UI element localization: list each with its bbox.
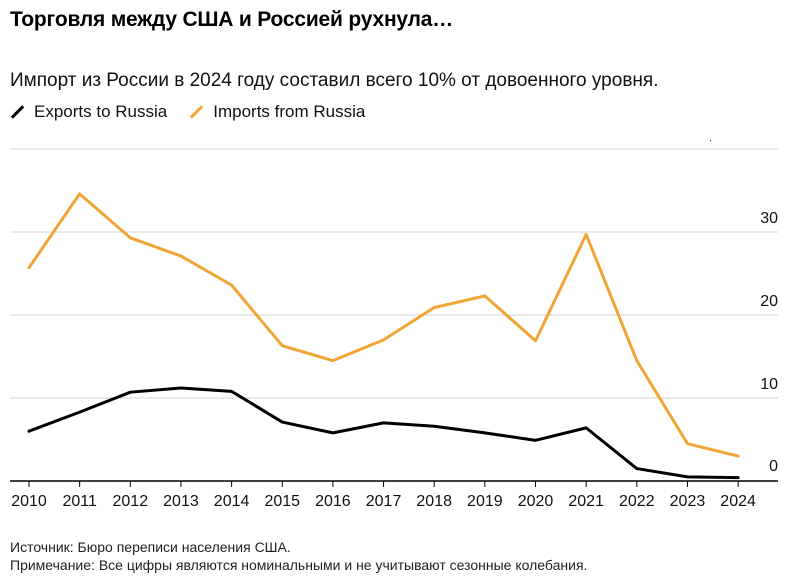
y-tick-label: 20 bbox=[760, 293, 778, 310]
x-tick-label: 2018 bbox=[416, 493, 452, 510]
x-tick-label: 2014 bbox=[214, 493, 250, 510]
x-tick-label: 2020 bbox=[518, 493, 554, 510]
exports-legend-swatch-icon bbox=[10, 105, 24, 119]
footnote: Примечание: Все цифры являются номинальн… bbox=[10, 557, 588, 573]
x-tick-label: 2017 bbox=[366, 493, 402, 510]
x-tick-label: 2010 bbox=[11, 493, 47, 510]
chart-title: Торговля между США и Россией рухнула… bbox=[10, 8, 454, 31]
x-tick-label: 2019 bbox=[467, 493, 503, 510]
chart-subtitle: Импорт из России в 2024 году составил вс… bbox=[10, 70, 659, 91]
source-note: Источник: Бюро переписи населения США. bbox=[10, 539, 291, 555]
y-tick-label: $40 billion bbox=[706, 140, 778, 144]
x-tick-label: 2011 bbox=[62, 493, 97, 510]
x-tick-label: 2016 bbox=[315, 493, 351, 510]
x-tick-label: 2022 bbox=[619, 493, 655, 510]
x-tick-label: 2012 bbox=[113, 493, 149, 510]
x-tick-label: 2024 bbox=[720, 493, 756, 510]
x-tick-label: 2023 bbox=[670, 493, 706, 510]
exports-series-line bbox=[27, 386, 740, 480]
legend-item-exports: Exports to Russia bbox=[10, 102, 167, 122]
legend-label-exports: Exports to Russia bbox=[34, 102, 168, 121]
line-chart: 0 10 20 30 $40 billion 2010 2011 2012 2013 2014 20… bbox=[10, 140, 778, 510]
legend: Exports to Russia Imports from Russia bbox=[10, 102, 387, 122]
imports-legend-swatch-icon bbox=[189, 105, 203, 119]
x-tick-label: 2021 bbox=[568, 493, 604, 510]
legend-label-imports: Imports from Russia bbox=[213, 102, 366, 121]
y-tick-label: 30 bbox=[760, 210, 778, 227]
x-tick-label: 2013 bbox=[163, 493, 199, 510]
imports-series-line bbox=[27, 192, 740, 458]
y-tick-label: 0 bbox=[769, 458, 778, 475]
legend-item-imports: Imports from Russia bbox=[189, 102, 365, 122]
x-tick-label: 2015 bbox=[264, 493, 300, 510]
y-tick-label: 10 bbox=[760, 376, 778, 393]
